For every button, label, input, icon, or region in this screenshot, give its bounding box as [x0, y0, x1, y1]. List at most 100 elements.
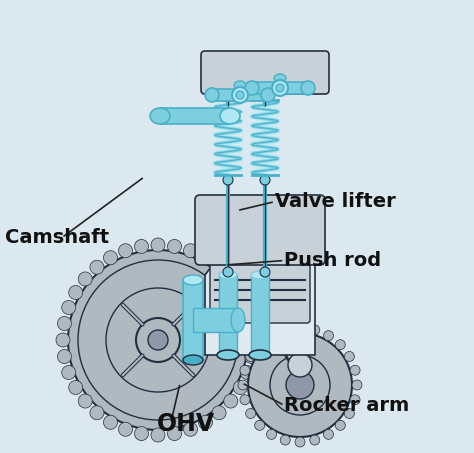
Circle shape: [240, 300, 254, 314]
Bar: [183, 280, 203, 360]
Circle shape: [295, 437, 305, 447]
Circle shape: [248, 333, 352, 437]
Circle shape: [103, 415, 118, 429]
Circle shape: [288, 353, 312, 377]
Text: Valve lifter: Valve lifter: [275, 192, 396, 211]
Ellipse shape: [205, 88, 219, 102]
Polygon shape: [250, 82, 310, 94]
Ellipse shape: [245, 81, 259, 95]
Circle shape: [350, 365, 360, 375]
Text: Rocker arm: Rocker arm: [284, 396, 410, 415]
Ellipse shape: [217, 350, 239, 360]
Ellipse shape: [220, 108, 240, 124]
Text: OHV: OHV: [156, 412, 215, 435]
Circle shape: [69, 285, 83, 299]
FancyBboxPatch shape: [195, 195, 325, 265]
Ellipse shape: [261, 88, 275, 102]
Ellipse shape: [251, 351, 269, 359]
Circle shape: [151, 238, 165, 252]
Circle shape: [246, 333, 260, 347]
Circle shape: [335, 420, 345, 430]
Circle shape: [245, 350, 258, 363]
Circle shape: [280, 325, 290, 335]
Circle shape: [183, 244, 198, 258]
Circle shape: [90, 260, 104, 274]
Circle shape: [255, 340, 264, 350]
Circle shape: [246, 409, 255, 419]
Circle shape: [199, 415, 212, 429]
Circle shape: [57, 350, 72, 363]
Circle shape: [272, 80, 288, 96]
Ellipse shape: [183, 275, 203, 285]
Circle shape: [352, 380, 362, 390]
Bar: [160, 108, 230, 124]
Circle shape: [118, 422, 133, 436]
Circle shape: [148, 330, 168, 350]
Circle shape: [151, 428, 165, 442]
Circle shape: [78, 260, 238, 420]
Circle shape: [266, 429, 276, 439]
Circle shape: [350, 395, 360, 405]
Ellipse shape: [231, 308, 245, 332]
Ellipse shape: [234, 81, 246, 89]
Circle shape: [335, 340, 345, 350]
Circle shape: [246, 352, 255, 361]
Ellipse shape: [249, 350, 271, 360]
Circle shape: [233, 285, 247, 299]
Circle shape: [295, 323, 305, 333]
Circle shape: [167, 240, 182, 253]
Circle shape: [323, 429, 334, 439]
Circle shape: [245, 317, 258, 331]
Circle shape: [56, 333, 70, 347]
Circle shape: [255, 420, 264, 430]
Circle shape: [345, 409, 355, 419]
Circle shape: [136, 318, 180, 362]
Circle shape: [69, 381, 83, 395]
Bar: [251, 275, 269, 355]
Circle shape: [240, 395, 250, 405]
Circle shape: [286, 371, 314, 399]
Circle shape: [345, 352, 355, 361]
Circle shape: [223, 267, 233, 277]
Circle shape: [270, 355, 330, 415]
Circle shape: [260, 267, 270, 277]
Circle shape: [68, 250, 248, 430]
Circle shape: [266, 331, 276, 341]
Circle shape: [310, 435, 320, 445]
Circle shape: [233, 381, 247, 395]
Ellipse shape: [150, 108, 170, 124]
Circle shape: [240, 366, 254, 380]
FancyBboxPatch shape: [210, 262, 310, 323]
Circle shape: [240, 365, 250, 375]
Circle shape: [224, 272, 238, 286]
Circle shape: [323, 331, 334, 341]
Circle shape: [260, 175, 270, 185]
Circle shape: [223, 175, 233, 185]
Ellipse shape: [274, 74, 286, 82]
Circle shape: [103, 251, 118, 265]
Circle shape: [57, 317, 72, 331]
Ellipse shape: [251, 271, 269, 279]
Circle shape: [280, 435, 290, 445]
FancyBboxPatch shape: [201, 51, 329, 94]
Text: Camshaft: Camshaft: [5, 228, 109, 247]
Circle shape: [310, 325, 320, 335]
Polygon shape: [205, 255, 315, 355]
Circle shape: [135, 427, 148, 441]
Circle shape: [118, 244, 133, 258]
Circle shape: [167, 427, 182, 441]
Ellipse shape: [219, 351, 237, 359]
Circle shape: [212, 406, 226, 420]
Circle shape: [276, 84, 284, 92]
Ellipse shape: [301, 81, 315, 95]
Circle shape: [62, 366, 76, 380]
Bar: [219, 275, 237, 355]
Polygon shape: [210, 89, 270, 101]
Text: Push rod: Push rod: [284, 251, 382, 270]
Circle shape: [238, 380, 248, 390]
Circle shape: [212, 260, 226, 274]
Circle shape: [199, 251, 212, 265]
Circle shape: [106, 288, 210, 392]
Ellipse shape: [183, 355, 203, 365]
Ellipse shape: [219, 271, 237, 279]
